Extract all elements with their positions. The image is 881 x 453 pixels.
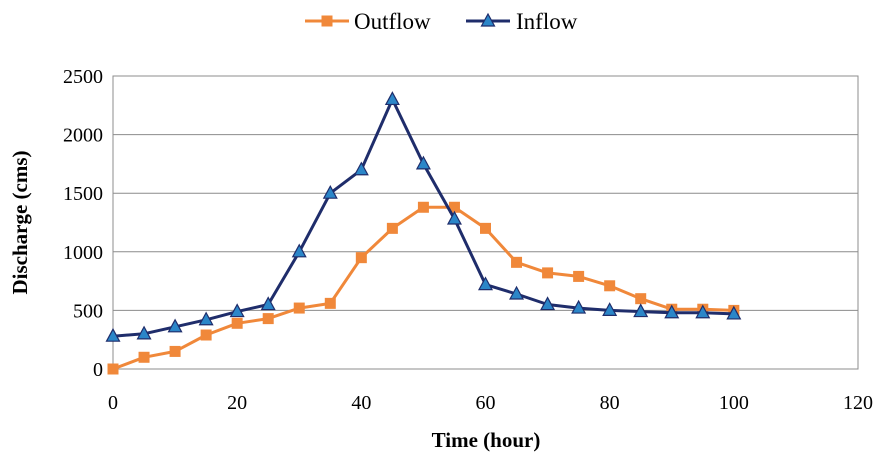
data-point [167, 318, 183, 333]
gridlines [113, 75, 858, 370]
data-point [198, 311, 214, 326]
data-point [229, 303, 245, 318]
data-point [353, 161, 369, 176]
legend-marker [480, 12, 496, 27]
data-point [446, 210, 462, 225]
data-point [136, 325, 152, 340]
x-axis-tick-labels: 0 20 40 60 80 100 120 [108, 392, 873, 414]
data-point [542, 267, 554, 279]
x-tick-label: 100 [719, 392, 749, 414]
data-point [509, 285, 525, 300]
x-axis-title: Time (hour) [432, 428, 541, 452]
legend-item-inflow: Inflow [466, 9, 578, 34]
data-point [480, 222, 491, 234]
data-point [200, 329, 212, 341]
x-tick-label: 80 [600, 392, 620, 414]
y-tick-label: 2500 [63, 66, 103, 88]
y-axis-tick-labels: 0 500 1000 1500 2000 2500 [63, 66, 103, 381]
legend-label: Inflow [516, 9, 578, 34]
legend-marker [321, 15, 333, 27]
data-point [107, 363, 119, 375]
data-point [384, 91, 400, 106]
data-point [540, 296, 556, 311]
x-tick-label: 40 [351, 392, 371, 414]
series-outflow [107, 201, 740, 375]
data-point [448, 201, 460, 213]
data-point [415, 155, 431, 170]
legend-item-outflow: Outflow [305, 9, 431, 34]
data-point [664, 304, 680, 319]
data-point [322, 184, 338, 199]
data-point [511, 256, 523, 268]
data-point [726, 305, 742, 320]
y-axis-title: Discharge (cms) [8, 150, 32, 294]
data-point [571, 299, 587, 314]
data-point [169, 345, 181, 357]
data-point [324, 297, 336, 309]
data-point [635, 293, 647, 305]
data-point [633, 303, 649, 318]
data-point [231, 317, 243, 329]
series-inflow [105, 91, 742, 342]
y-tick-label: 1000 [63, 242, 103, 264]
data-point [105, 327, 121, 342]
data-point [293, 302, 305, 314]
data-point [604, 280, 616, 292]
y-tick-label: 1500 [63, 183, 103, 205]
x-tick-label: 60 [476, 392, 496, 414]
data-point [386, 222, 398, 234]
data-point [260, 296, 276, 311]
data-point [477, 276, 494, 291]
data-point [695, 304, 711, 319]
data-point [602, 302, 618, 316]
series-layer [105, 91, 742, 375]
series-line-outflow [112, 205, 734, 371]
data-point [417, 201, 429, 213]
x-tick-label: 120 [843, 392, 873, 414]
data-point [573, 270, 585, 282]
plot-area [112, 75, 859, 370]
data-point [262, 313, 274, 325]
y-tick-label: 2000 [63, 125, 103, 147]
x-tick-label: 0 [108, 392, 118, 414]
y-tick-label: 500 [73, 300, 103, 322]
x-tick-label: 20 [227, 392, 247, 414]
legend: Outflow Inflow [305, 9, 578, 34]
y-tick-label: 0 [93, 359, 103, 381]
data-point [291, 243, 307, 258]
data-point [355, 252, 367, 264]
legend-label: Outflow [354, 9, 431, 34]
data-point [138, 351, 150, 363]
